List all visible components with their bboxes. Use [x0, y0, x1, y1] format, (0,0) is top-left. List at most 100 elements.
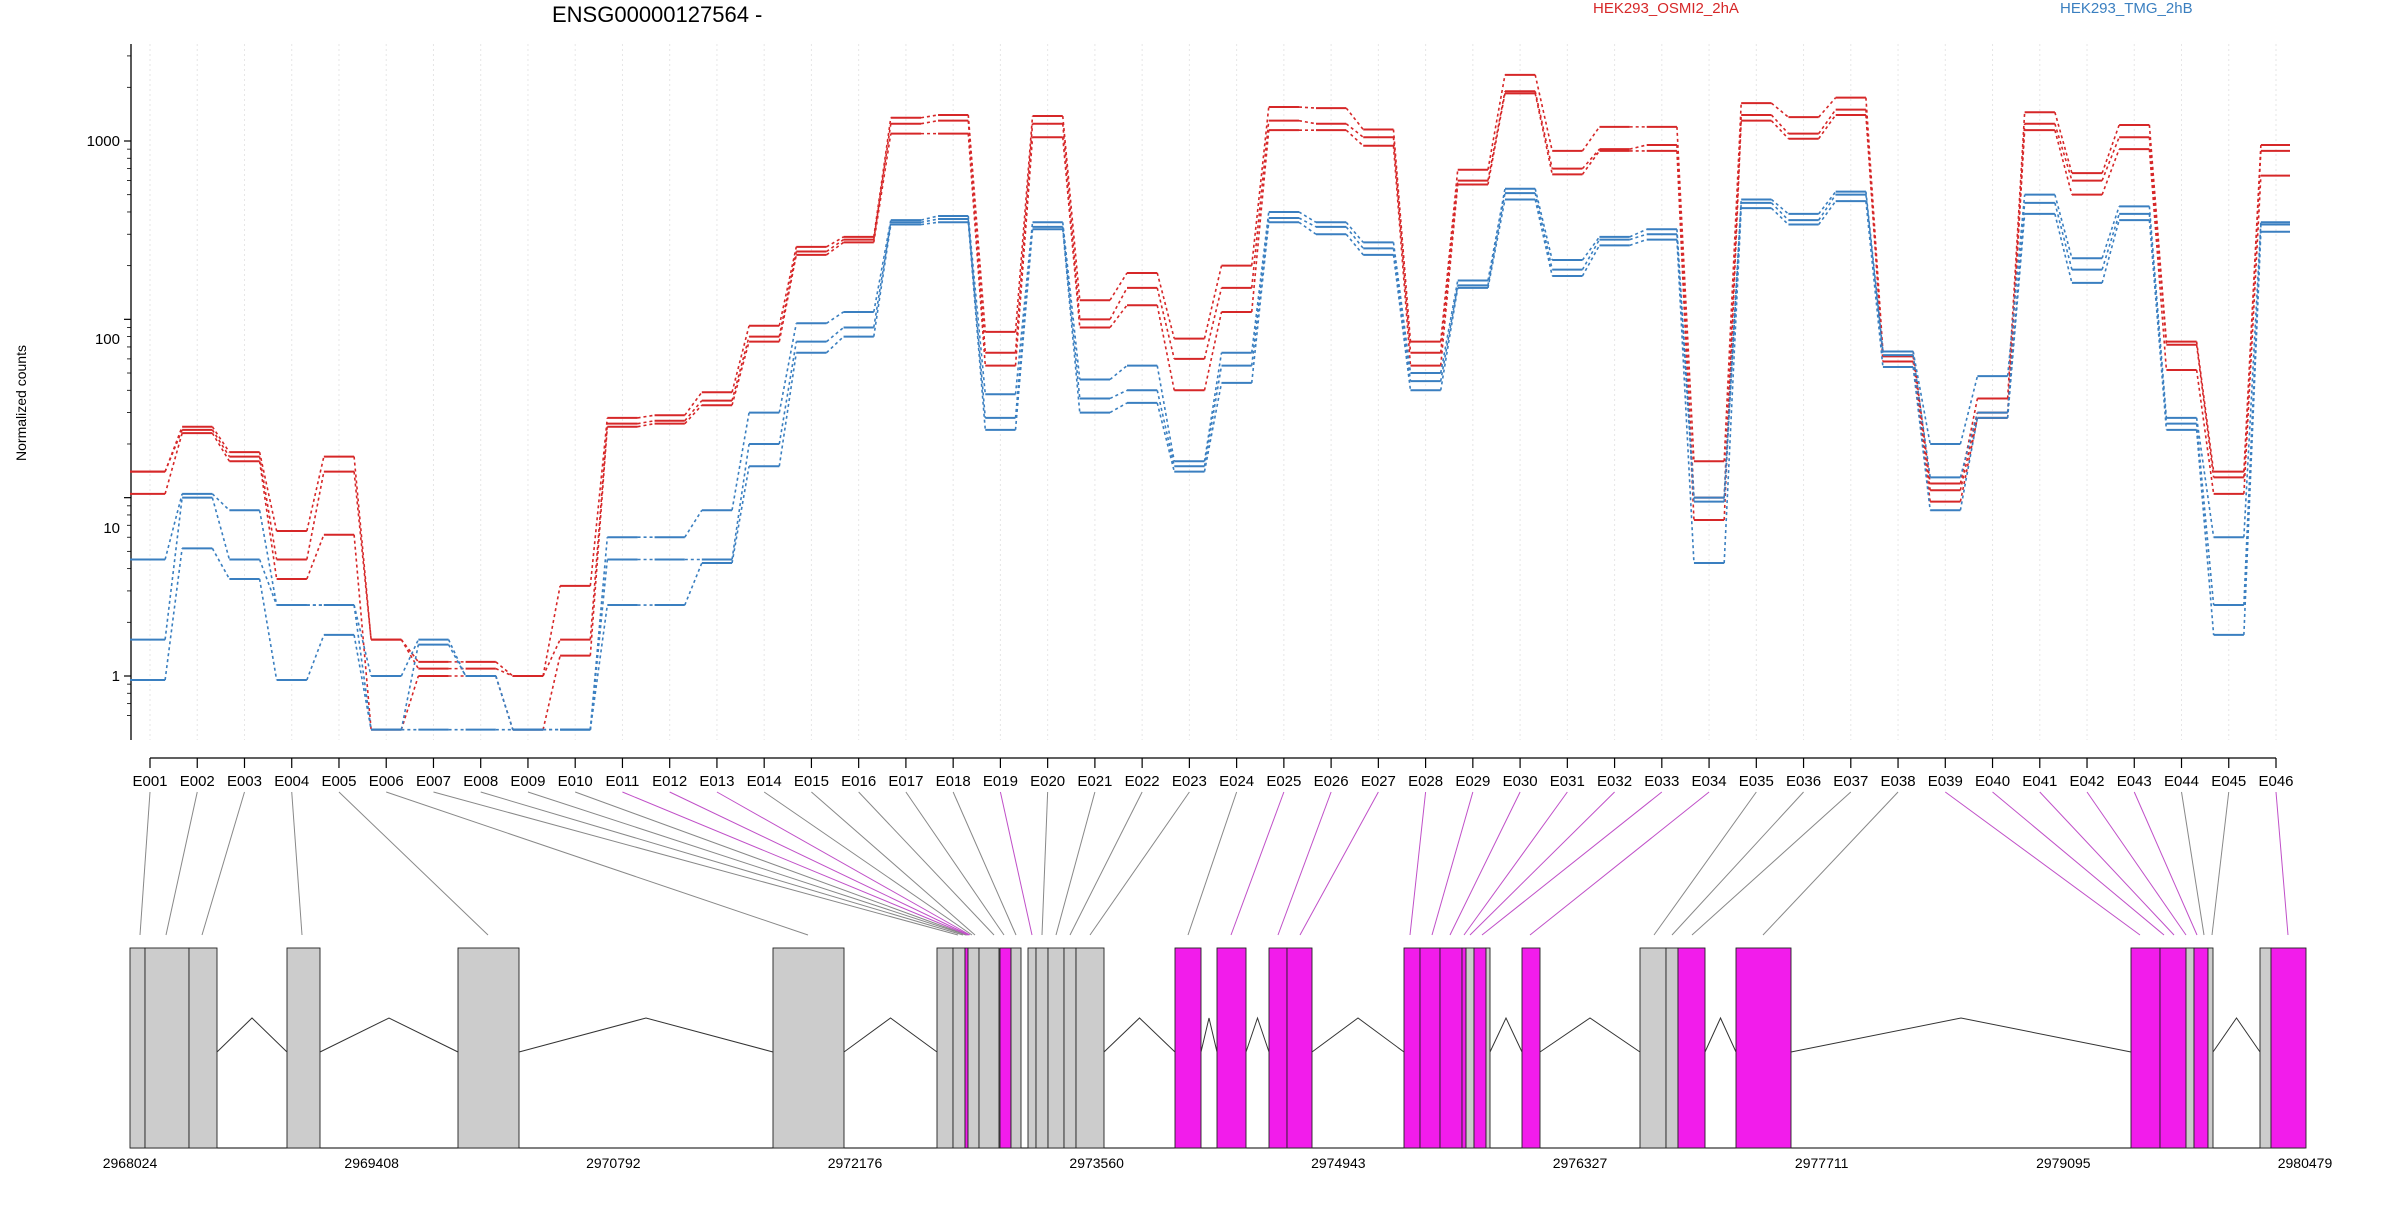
- series-connector: [1298, 106, 1317, 109]
- exon-connector: [1449, 791, 1521, 936]
- series-connector: [1676, 229, 1695, 498]
- series-connector: [1770, 114, 1790, 135]
- series-connector: [1534, 199, 1553, 277]
- series-connector: [778, 352, 798, 467]
- exon-box-highlighted: [1286, 947, 1313, 1149]
- x-tick-label: E042: [2069, 773, 2104, 790]
- series-connector: [495, 675, 514, 730]
- exon-connector: [139, 791, 151, 936]
- genomic-tick-label: 2979095: [2036, 1155, 2091, 1171]
- intron-line: [843, 1017, 938, 1053]
- x-tick-label: E011: [605, 773, 639, 790]
- series-connector: [1534, 188, 1553, 261]
- exon-box: [967, 947, 980, 1149]
- series-connector: [1959, 398, 1979, 484]
- series-connector: [2195, 417, 2215, 538]
- series-connector: [353, 471, 372, 640]
- series-connector: [1109, 287, 1128, 320]
- series-line: [130, 192, 2290, 731]
- exon-box-highlighted: [2193, 947, 2209, 1149]
- intron-line: [1539, 1017, 1641, 1053]
- series-connector: [2054, 123, 2073, 181]
- exon-connector: [386, 791, 809, 936]
- x-tick-label: E010: [558, 773, 593, 790]
- series-connector: [306, 456, 325, 532]
- series-connector: [2101, 124, 2120, 174]
- series-connector: [778, 323, 798, 413]
- series-connector: [1865, 201, 1884, 368]
- exon-box: [144, 947, 190, 1149]
- series-connector: [1345, 107, 1364, 131]
- exon-box: [936, 947, 954, 1149]
- series-connector: [1392, 137, 1412, 353]
- x-tick-label: E043: [2117, 773, 2152, 790]
- series-connector: [637, 419, 655, 425]
- series-connector: [164, 429, 183, 472]
- x-tick-label: E013: [699, 773, 734, 790]
- exon-tick-labels: E001 E002 E003 E004 E005 E006 E007 E008 E009 E010…: [132, 773, 2293, 790]
- series-connector: [2101, 136, 2120, 181]
- series-connector: [1487, 193, 1506, 286]
- series-connector: [258, 456, 278, 560]
- exon-connector: [811, 791, 976, 936]
- series-connector: [211, 547, 231, 580]
- series-connector: [1865, 191, 1884, 352]
- series-line: [130, 73, 2290, 677]
- genomic-tick-label: 2970792: [586, 1155, 641, 1171]
- series-connector: [2195, 369, 2215, 494]
- intron-line: [1790, 1017, 2132, 1053]
- exon-connector: [1299, 791, 1379, 936]
- series-connector: [684, 509, 703, 538]
- series-connector: [731, 325, 750, 393]
- exon-box-highlighted: [1473, 947, 1487, 1149]
- series-connector: [967, 133, 987, 366]
- exon-connector: [2275, 791, 2289, 936]
- series-connector: [1439, 184, 1459, 366]
- series-connector: [1109, 389, 1128, 400]
- series-connector: [1061, 115, 1081, 301]
- x-tick-label: E024: [1219, 773, 1254, 790]
- series-connector: [1723, 114, 1742, 498]
- series-connector: [1912, 356, 1931, 491]
- x-tick-label: E028: [1408, 773, 1443, 790]
- series-connector: [1014, 137, 1034, 366]
- series-line: [130, 198, 2290, 731]
- series-connector: [1581, 126, 1601, 152]
- genomic-tick-label: 2980479: [2278, 1155, 2333, 1171]
- series-connector: [1392, 242, 1412, 374]
- exon-connector: [1431, 791, 1474, 936]
- series-connector: [1203, 265, 1223, 339]
- series-connector: [1061, 222, 1081, 380]
- exon-connector: [2181, 791, 2205, 936]
- genomic-tick-label: 2969408: [344, 1155, 399, 1171]
- series-connector: [1534, 93, 1553, 175]
- series-line: [130, 90, 2290, 677]
- series-connector: [400, 644, 420, 730]
- intron-line: [1245, 1016, 1270, 1053]
- exon-box: [286, 947, 321, 1149]
- series-connector: [2054, 202, 2073, 270]
- series-connector: [1865, 114, 1884, 362]
- exon-box-highlighted: [1461, 947, 1467, 1149]
- exon-connector: [201, 791, 245, 936]
- intron-line: [1200, 1017, 1218, 1053]
- exon-box-highlighted: [1521, 947, 1541, 1149]
- y-tick-label-100: 100: [95, 331, 120, 348]
- exon-box: [978, 947, 1000, 1149]
- series-connector: [1156, 287, 1176, 360]
- series-connector: [778, 341, 798, 445]
- exon-connector: [999, 791, 1033, 936]
- series-connector: [920, 221, 939, 226]
- series-connector: [1439, 280, 1459, 374]
- exon-connector: [2086, 791, 2187, 936]
- series-layer: [130, 73, 2290, 731]
- series-connector: [967, 222, 987, 430]
- x-tick-label: E029: [1455, 773, 1490, 790]
- series-connector: [1298, 211, 1317, 223]
- series-connector: [778, 246, 798, 326]
- series-connector: [1912, 355, 1931, 478]
- intron-line: [518, 1017, 774, 1053]
- exon-box: [1075, 947, 1105, 1149]
- series-connector: [2101, 206, 2120, 259]
- series-connector: [1250, 222, 1270, 384]
